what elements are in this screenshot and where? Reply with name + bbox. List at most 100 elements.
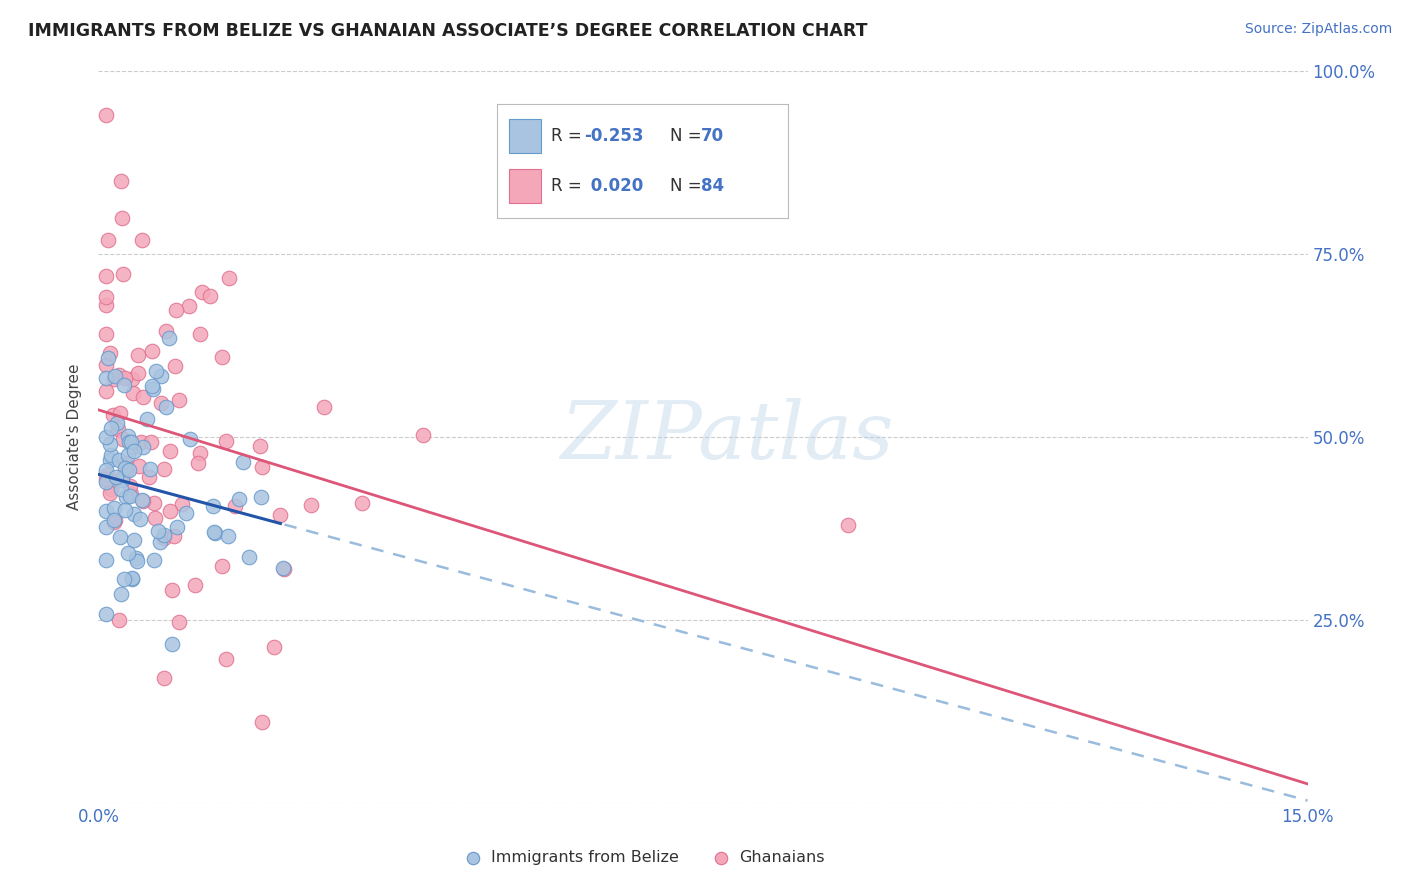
- Point: [249, 439, 271, 453]
- Point: [105, 470, 128, 484]
- Point: [350, 496, 373, 510]
- Point: [115, 464, 138, 478]
- Point: [117, 448, 139, 462]
- Point: [118, 463, 141, 477]
- Point: [107, 368, 129, 382]
- Point: [131, 493, 153, 508]
- Point: [141, 344, 163, 359]
- Point: [177, 299, 200, 313]
- Point: [252, 459, 274, 474]
- Point: [149, 369, 172, 384]
- Point: [218, 270, 240, 285]
- Point: [121, 372, 143, 386]
- Text: Ghanaians: Ghanaians: [740, 850, 825, 865]
- Point: [132, 390, 155, 404]
- Point: [155, 324, 177, 338]
- Point: [131, 233, 153, 247]
- Point: [250, 715, 273, 730]
- Point: [97, 233, 120, 247]
- Point: [100, 448, 122, 462]
- Point: [111, 432, 134, 446]
- Point: [169, 615, 191, 629]
- Point: [155, 401, 177, 415]
- Point: [141, 379, 163, 393]
- Point: [115, 490, 138, 504]
- Point: [121, 571, 143, 585]
- Point: [201, 499, 224, 513]
- Point: [191, 285, 214, 299]
- Text: ZIPatlas: ZIPatlas: [561, 399, 894, 475]
- Point: [188, 327, 211, 342]
- Point: [112, 268, 135, 282]
- Point: [299, 498, 322, 512]
- Point: [412, 427, 434, 442]
- Point: [159, 504, 181, 518]
- Point: [149, 535, 172, 549]
- Point: [97, 351, 120, 366]
- Point: [127, 348, 149, 362]
- Point: [108, 406, 131, 420]
- Point: [132, 494, 155, 508]
- Point: [232, 454, 254, 468]
- Point: [96, 326, 118, 341]
- Point: [143, 496, 166, 510]
- Point: [125, 554, 148, 568]
- Point: [145, 364, 167, 378]
- Point: [204, 526, 226, 541]
- Point: [111, 470, 134, 484]
- Point: [160, 582, 183, 597]
- Point: [211, 350, 233, 364]
- Text: Immigrants from Belize: Immigrants from Belize: [492, 850, 679, 865]
- Point: [117, 546, 139, 560]
- Point: [148, 524, 170, 539]
- Point: [100, 483, 122, 497]
- Point: [273, 562, 295, 576]
- Point: [96, 553, 118, 567]
- Point: [96, 108, 118, 122]
- Point: [105, 416, 128, 430]
- Point: [107, 422, 129, 436]
- Point: [98, 437, 121, 451]
- Point: [176, 506, 198, 520]
- Text: IMMIGRANTS FROM BELIZE VS GHANAIAN ASSOCIATE’S DEGREE CORRELATION CHART: IMMIGRANTS FROM BELIZE VS GHANAIAN ASSOC…: [28, 22, 868, 40]
- Point: [121, 572, 143, 586]
- Point: [98, 486, 121, 500]
- Point: [139, 462, 162, 476]
- Point: [122, 444, 145, 458]
- Point: [110, 530, 132, 544]
- Point: [120, 479, 142, 493]
- Point: [112, 573, 135, 587]
- Y-axis label: Associate's Degree: Associate's Degree: [67, 364, 83, 510]
- Point: [224, 500, 246, 514]
- Point: [271, 560, 294, 574]
- Point: [96, 358, 118, 372]
- Point: [108, 453, 131, 467]
- Point: [117, 429, 139, 443]
- Point: [104, 513, 127, 527]
- Point: [143, 553, 166, 567]
- Point: [132, 440, 155, 454]
- Point: [169, 393, 191, 408]
- Point: [112, 377, 135, 392]
- Point: [160, 637, 183, 651]
- Point: [152, 671, 174, 685]
- Point: [103, 513, 125, 527]
- Point: [96, 607, 118, 621]
- Point: [96, 467, 118, 482]
- Point: [166, 519, 188, 533]
- Point: [211, 559, 233, 574]
- Point: [114, 457, 136, 471]
- Point: [153, 531, 176, 545]
- Point: [104, 369, 127, 384]
- Point: [157, 331, 180, 345]
- Point: [186, 456, 208, 470]
- Point: [163, 359, 186, 373]
- Point: [136, 412, 159, 426]
- Point: [96, 463, 118, 477]
- Point: [129, 435, 152, 450]
- Point: [96, 384, 118, 398]
- Point: [114, 370, 136, 384]
- Point: [215, 652, 238, 666]
- Point: [249, 490, 271, 504]
- Point: [110, 587, 132, 601]
